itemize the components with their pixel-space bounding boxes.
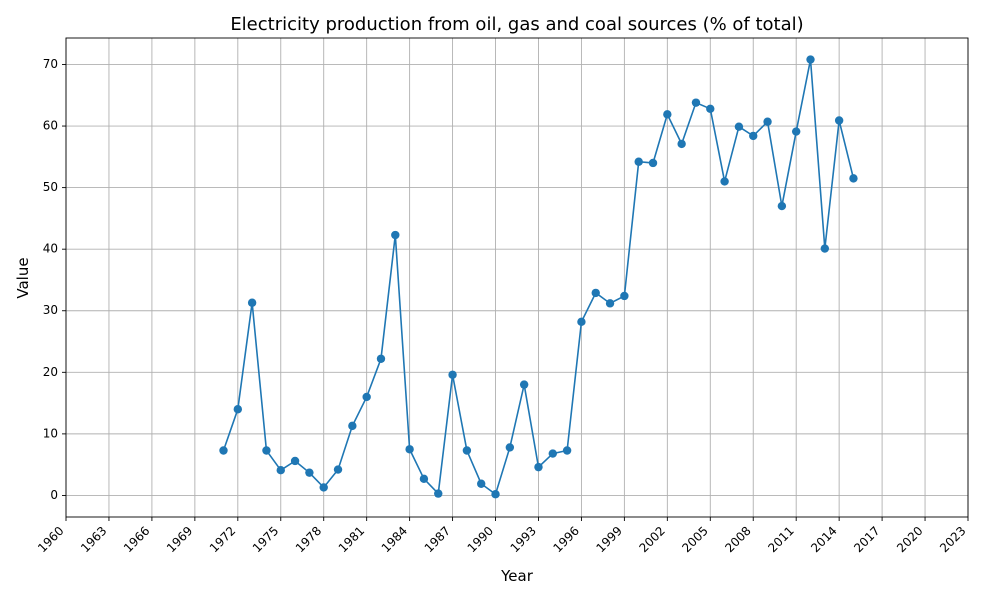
data-point <box>634 157 643 166</box>
y-tick-label: 40 <box>43 242 58 256</box>
x-tick-label: 2023 <box>937 524 968 555</box>
x-tick-label: 1969 <box>164 524 195 555</box>
x-tick-label: 2020 <box>894 524 925 555</box>
x-tick-label: 1987 <box>422 524 453 555</box>
data-point <box>806 55 815 64</box>
data-point <box>519 380 529 389</box>
y-tick-label: 10 <box>43 426 58 440</box>
data-point <box>391 230 400 240</box>
grid-layer <box>65 38 969 517</box>
data-point <box>849 174 858 183</box>
data-point <box>333 465 343 474</box>
x-tick-label: 1960 <box>35 524 66 555</box>
data-point <box>290 456 300 466</box>
data-point <box>548 449 557 458</box>
x-tick-label: 2008 <box>722 524 753 555</box>
data-point <box>562 446 572 455</box>
data-point <box>648 158 658 168</box>
data-point <box>262 446 271 455</box>
data-point <box>677 139 686 149</box>
y-tick-label: 0 <box>50 488 58 502</box>
y-tick-label: 60 <box>43 119 58 133</box>
data-point <box>319 483 328 492</box>
data-point <box>577 317 586 327</box>
data-point <box>834 116 844 125</box>
x-tick-label: 1975 <box>250 524 281 555</box>
x-tick-label: 1966 <box>121 524 152 555</box>
data-point <box>362 392 371 402</box>
x-tick-label: 1984 <box>379 524 410 555</box>
data-point <box>434 489 443 498</box>
data-point <box>348 421 357 431</box>
data-point <box>376 354 386 363</box>
data-point <box>820 244 830 253</box>
y-axis-label: Value <box>14 257 32 298</box>
x-tick-label: 1972 <box>207 524 238 555</box>
x-tick-label: 1978 <box>293 524 324 555</box>
data-point <box>763 117 772 126</box>
x-tick-label: 1996 <box>551 524 582 555</box>
data-point <box>405 445 414 454</box>
data-point <box>276 466 285 475</box>
x-tick-label: 1981 <box>336 524 367 555</box>
x-tick-label: 1963 <box>78 524 109 555</box>
series-layer <box>219 55 858 499</box>
data-point <box>734 122 744 131</box>
data-point <box>219 446 228 455</box>
data-point <box>791 127 801 136</box>
data-point <box>749 131 758 141</box>
data-point <box>305 468 314 477</box>
data-point <box>233 405 243 414</box>
x-tick-label: 2005 <box>679 524 710 555</box>
data-point <box>534 462 543 472</box>
x-tick-label: 2002 <box>636 524 667 555</box>
data-point <box>605 299 615 308</box>
data-point <box>777 201 787 211</box>
data-point <box>419 474 429 484</box>
plot-frame <box>65 37 969 518</box>
data-point <box>691 98 701 107</box>
y-tick-label: 20 <box>43 365 58 379</box>
y-tick-label: 30 <box>43 303 58 317</box>
data-point <box>505 443 515 452</box>
x-tick-label: 2011 <box>765 524 796 555</box>
y-tick-label: 70 <box>43 57 58 71</box>
x-tick-label: 1999 <box>593 524 624 555</box>
data-point <box>491 490 500 499</box>
data-point <box>720 177 729 186</box>
data-point <box>663 110 672 119</box>
data-point <box>706 104 715 114</box>
data-point <box>448 370 457 379</box>
chart-title: Electricity production from oil, gas and… <box>230 14 803 35</box>
x-tick-label: 1990 <box>465 524 496 555</box>
x-axis-label: Year <box>500 567 534 585</box>
data-point <box>247 298 257 307</box>
data-point <box>477 479 486 488</box>
x-tick-label: 2017 <box>851 524 882 555</box>
tick-layer: 1960 1963 1966 1969 1972 1975 1978 1981 1984 1987… <box>35 57 968 555</box>
data-point <box>591 288 600 298</box>
data-point <box>620 291 629 301</box>
x-tick-label: 2014 <box>808 524 839 555</box>
y-tick-label: 50 <box>43 180 58 194</box>
data-point <box>462 446 472 455</box>
x-tick-label: 1993 <box>508 524 539 555</box>
